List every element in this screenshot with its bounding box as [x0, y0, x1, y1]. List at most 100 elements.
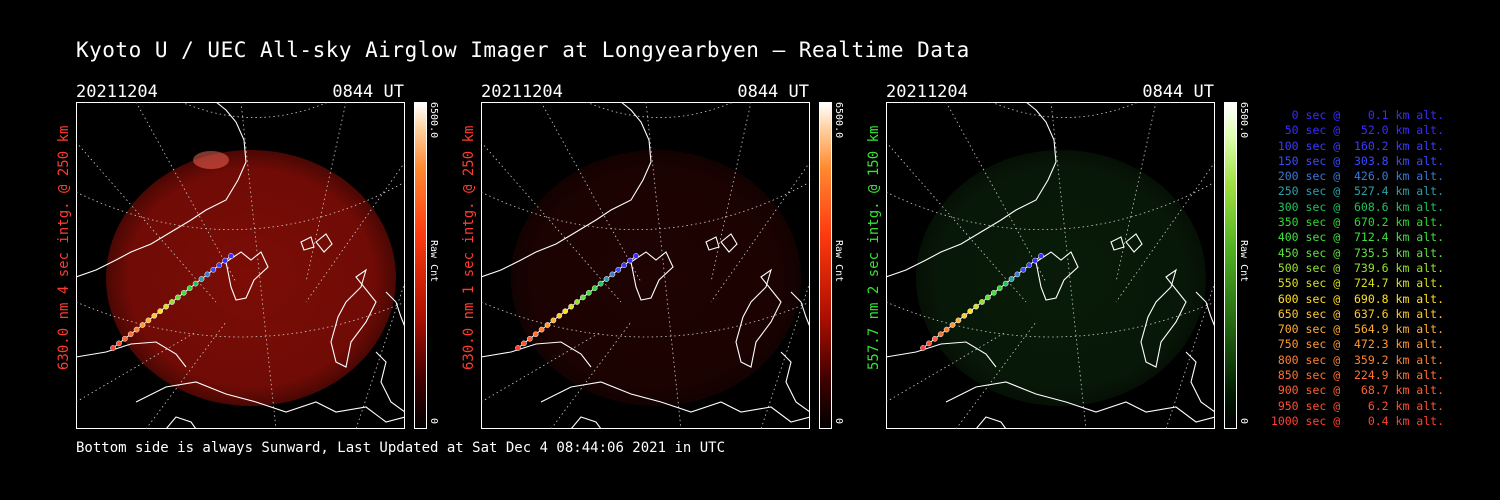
trajectory-point	[228, 253, 234, 259]
trajectory-point	[204, 271, 211, 278]
trajectory-point	[621, 262, 628, 269]
trajectory-point	[591, 285, 598, 292]
legend-item: 300 sec @ 608.6 km alt.	[1270, 199, 1444, 214]
trajectory-point	[615, 266, 622, 273]
trajectory-point	[192, 280, 199, 287]
trajectory-point	[568, 303, 574, 310]
legend-item: 0 sec @ 0.1 km alt.	[1270, 108, 1444, 122]
panel-ylabel: 630.0 nm 4 sec intg. @ 250 km	[56, 125, 72, 370]
trajectory-point	[210, 266, 217, 273]
panel-time: 0844 UT	[1142, 82, 1214, 102]
legend-item: 850 sec @ 224.9 km alt.	[1270, 368, 1444, 383]
panel-date: 20211204	[76, 82, 158, 102]
trajectory-point	[198, 276, 205, 282]
colorbar	[1224, 102, 1237, 429]
legend-item: 150 sec @ 303.8 km alt.	[1270, 153, 1444, 168]
legend-item: 1000 sec @ 0.4 km alt.	[1270, 413, 1444, 428]
trajectory-point	[515, 345, 521, 351]
trajectory-point	[937, 331, 944, 338]
allsky-image	[76, 102, 405, 429]
trajectory-point	[1032, 257, 1038, 264]
trajectory-point	[574, 299, 580, 305]
legend-item: 750 sec @ 472.3 km alt.	[1270, 337, 1444, 352]
trajectory-point	[121, 335, 128, 342]
trajectory-point	[1014, 271, 1021, 278]
trajectory-point	[110, 345, 116, 351]
allsky-image	[481, 102, 810, 429]
legend-item: 700 sec @ 564.9 km alt.	[1270, 322, 1444, 337]
trajectory-point	[163, 303, 169, 310]
colorbar-max: 6500.0	[428, 102, 439, 139]
trajectory-point	[544, 322, 551, 328]
colorbar-min: 0	[1238, 418, 1249, 425]
trajectory-point	[926, 340, 932, 347]
legend-item: 450 sec @ 735.5 km alt.	[1270, 245, 1444, 260]
trajectory-point	[597, 280, 604, 287]
panel-time: 0844 UT	[332, 82, 404, 102]
legend-item: 950 sec @ 6.2 km alt.	[1270, 398, 1444, 413]
trajectory-point	[949, 322, 956, 328]
legend-item: 500 sec @ 739.6 km alt.	[1270, 260, 1444, 275]
legend-item: 250 sec @ 527.4 km alt.	[1270, 184, 1444, 199]
legend-item: 800 sec @ 359.2 km alt.	[1270, 352, 1444, 367]
page-title: Kyoto U / UEC All-sky Airglow Imager at …	[76, 38, 970, 62]
panel-time: 0844 UT	[737, 82, 809, 102]
trajectory-point	[967, 308, 974, 315]
legend-item: 550 sec @ 724.7 km alt.	[1270, 276, 1444, 291]
legend-item: 350 sec @ 670.2 km alt.	[1270, 215, 1444, 230]
colorbar-min: 0	[428, 418, 439, 425]
colorbar-unit: Raw Cnt	[1238, 240, 1249, 283]
trajectory-point	[920, 345, 926, 351]
trajectory-point	[532, 331, 539, 338]
trajectory-point	[955, 317, 962, 324]
trajectory-point	[1008, 276, 1015, 282]
trajectory-point	[180, 289, 187, 296]
legend-item: 50 sec @ 52.0 km alt.	[1270, 123, 1444, 138]
trajectory-point	[931, 335, 938, 342]
trajectory-point	[633, 253, 639, 259]
trajectory-point	[990, 289, 997, 296]
colorbar-unit: Raw Cnt	[428, 240, 439, 283]
trajectory-legend: 0 sec @ 0.1 km alt. 50 sec @ 52.0 km alt…	[1250, 108, 1444, 429]
footer-note: Bottom side is always Sunward, Last Upda…	[76, 440, 726, 456]
trajectory-point	[186, 285, 193, 292]
panel-ylabel: 557.7 nm 2 sec intg. @ 150 km	[866, 125, 882, 370]
trajectory-point	[222, 257, 228, 264]
trajectory-point	[127, 331, 134, 338]
colorbar	[414, 102, 427, 429]
colorbar-unit: Raw Cnt	[833, 240, 844, 283]
trajectory-point	[609, 271, 616, 278]
trajectory-point	[585, 289, 592, 296]
trajectory-point	[175, 294, 181, 301]
trajectory-point	[116, 340, 122, 347]
trajectory-point	[550, 317, 557, 324]
trajectory-point	[526, 335, 533, 342]
panel-date: 20211204	[886, 82, 968, 102]
panel-630-4s: 20211204 0844 UT 630.0 nm 4 sec intg. @ …	[56, 80, 476, 430]
trajectory-point	[985, 294, 991, 301]
trajectory-point	[1002, 280, 1009, 287]
legend-item: 200 sec @ 426.0 km alt.	[1270, 169, 1444, 184]
legend-item: 600 sec @ 690.8 km alt.	[1270, 291, 1444, 306]
trajectory-point	[151, 312, 158, 319]
trajectory-point	[562, 308, 569, 315]
trajectory-point	[169, 299, 175, 305]
trajectory-point	[961, 312, 968, 319]
panel-630-1s: 20211204 0844 UT 630.0 nm 1 sec intg. @ …	[461, 80, 881, 430]
panel-date: 20211204	[481, 82, 563, 102]
legend-item: 650 sec @ 637.6 km alt.	[1270, 306, 1444, 321]
trajectory-point	[556, 312, 563, 319]
trajectory-point	[580, 294, 586, 301]
colorbar-max: 6500.0	[833, 102, 844, 139]
trajectory-point	[943, 326, 950, 333]
trajectory-point	[145, 317, 152, 324]
trajectory-point	[538, 326, 545, 333]
legend-item: 100 sec @ 160.2 km alt.	[1270, 138, 1444, 153]
legend-item: 400 sec @ 712.4 km alt.	[1270, 230, 1444, 245]
trajectory-point	[627, 257, 633, 264]
panel-557-2s: 20211204 0844 UT 557.7 nm 2 sec intg. @ …	[866, 80, 1286, 430]
trajectory-point	[1038, 253, 1044, 259]
trajectory-point	[1020, 266, 1027, 273]
trajectory-point	[979, 299, 985, 305]
colorbar-max: 6500.0	[1238, 102, 1249, 139]
